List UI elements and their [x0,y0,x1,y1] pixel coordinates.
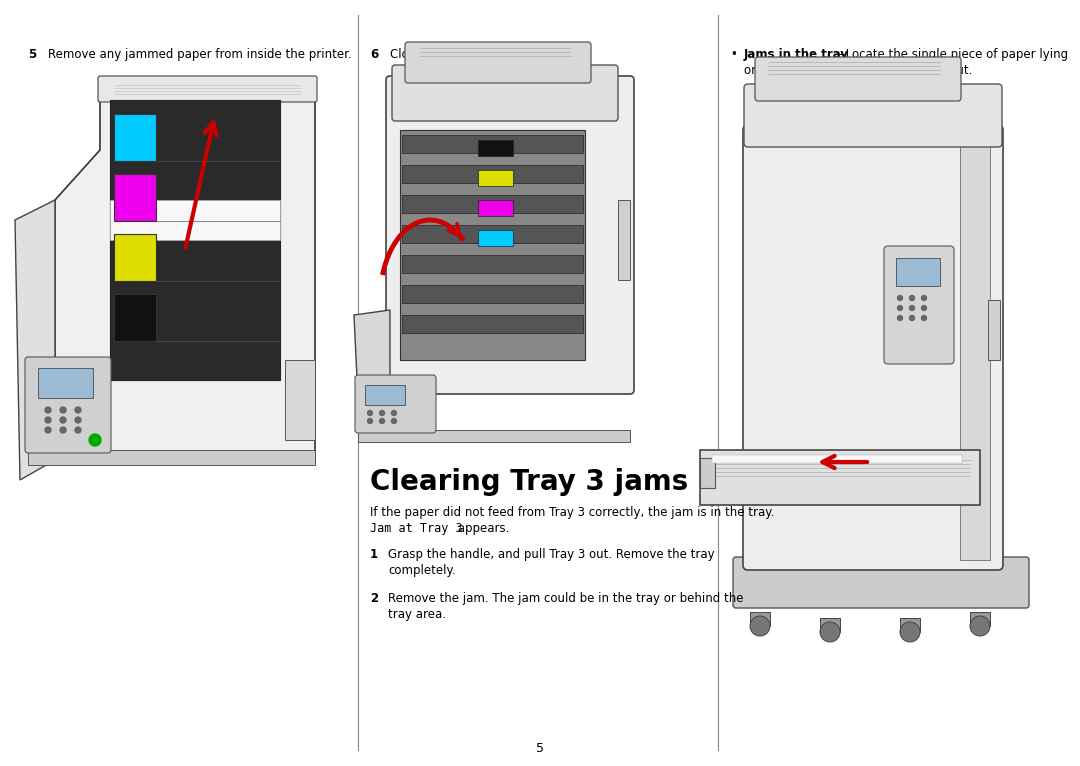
Bar [357,430,630,442]
FancyBboxPatch shape [386,76,634,394]
Circle shape [900,622,920,642]
Text: 6: 6 [370,48,378,61]
Bar [618,200,630,280]
Circle shape [921,306,927,310]
Bar [402,195,583,213]
Bar [900,618,920,632]
Text: 1: 1 [370,548,378,561]
Circle shape [897,296,903,300]
Text: 5: 5 [536,742,544,755]
FancyBboxPatch shape [114,294,156,341]
FancyBboxPatch shape [392,65,618,121]
Circle shape [89,434,102,446]
Circle shape [897,316,903,320]
Polygon shape [15,200,55,480]
Circle shape [820,622,840,642]
Circle shape [60,417,66,423]
FancyBboxPatch shape [755,57,961,101]
Bar [750,612,770,626]
Circle shape [897,306,903,310]
Text: Grasp the handle, and pull Tray 3 out. Remove the tray: Grasp the handle, and pull Tray 3 out. R… [388,548,715,561]
Bar [402,285,583,303]
Polygon shape [354,310,390,400]
Bar [478,170,513,186]
Text: If the paper did not feed from Tray 3 correctly, the jam is in the tray.: If the paper did not feed from Tray 3 co… [370,506,774,519]
Circle shape [60,427,66,433]
FancyBboxPatch shape [355,375,436,433]
Text: completely.: completely. [388,564,456,577]
Text: •: • [730,48,737,61]
Circle shape [45,427,51,433]
Circle shape [379,418,384,424]
Circle shape [921,316,927,320]
FancyBboxPatch shape [114,174,156,221]
Text: Jams in the tray: Jams in the tray [744,48,849,61]
Circle shape [75,417,81,423]
Circle shape [909,296,915,300]
Bar [402,255,583,273]
Circle shape [45,407,51,413]
Circle shape [909,306,915,310]
Text: —Locate the single piece of paper lying: —Locate the single piece of paper lying [834,48,1068,61]
Bar [365,385,405,405]
Text: 5: 5 [28,48,37,61]
Bar [38,368,93,398]
Circle shape [391,418,396,424]
FancyBboxPatch shape [114,114,156,161]
FancyBboxPatch shape [114,234,156,281]
Circle shape [379,411,384,415]
Circle shape [750,616,770,636]
Bar [402,135,583,153]
FancyBboxPatch shape [700,450,980,505]
Bar [712,455,962,463]
Circle shape [921,296,927,300]
FancyBboxPatch shape [744,84,1002,147]
Circle shape [909,316,915,320]
Text: tray area.: tray area. [388,608,446,621]
Circle shape [75,407,81,413]
Bar [402,165,583,183]
Circle shape [367,418,373,424]
Polygon shape [110,200,280,240]
Bar [110,100,280,380]
Bar [970,612,990,626]
FancyBboxPatch shape [885,246,954,364]
Bar [402,315,583,333]
Circle shape [75,427,81,433]
Bar [402,225,583,243]
FancyBboxPatch shape [405,42,591,83]
FancyBboxPatch shape [743,125,1003,570]
Text: appears.: appears. [455,522,510,535]
Bar [28,450,315,465]
Bar [896,258,940,286]
Bar [400,130,585,360]
Text: Remove the jam. The jam could be in the tray or behind the: Remove the jam. The jam could be in the … [388,592,743,605]
Bar [700,458,715,488]
Circle shape [970,616,990,636]
Text: Remove any jammed paper from inside the printer.: Remove any jammed paper from inside the … [48,48,352,61]
Polygon shape [55,90,315,460]
Bar [960,140,990,560]
Text: Clearing Tray 3 jams: Clearing Tray 3 jams [370,468,688,496]
FancyBboxPatch shape [733,557,1029,608]
Circle shape [45,417,51,423]
Bar [285,360,315,440]
Text: Jam at Tray 3: Jam at Tray 3 [370,522,462,535]
Bar [988,300,1000,360]
Text: Close the front door.: Close the front door. [390,48,511,61]
FancyBboxPatch shape [98,76,318,102]
Circle shape [391,411,396,415]
Bar [820,618,840,632]
Circle shape [367,411,373,415]
Bar [478,230,513,246]
Bar [478,200,513,216]
Text: on top of the stack. Pull it straight out.: on top of the stack. Pull it straight ou… [744,64,972,77]
Circle shape [60,407,66,413]
Bar [478,140,513,156]
Text: 2: 2 [370,592,378,605]
FancyBboxPatch shape [25,357,111,453]
